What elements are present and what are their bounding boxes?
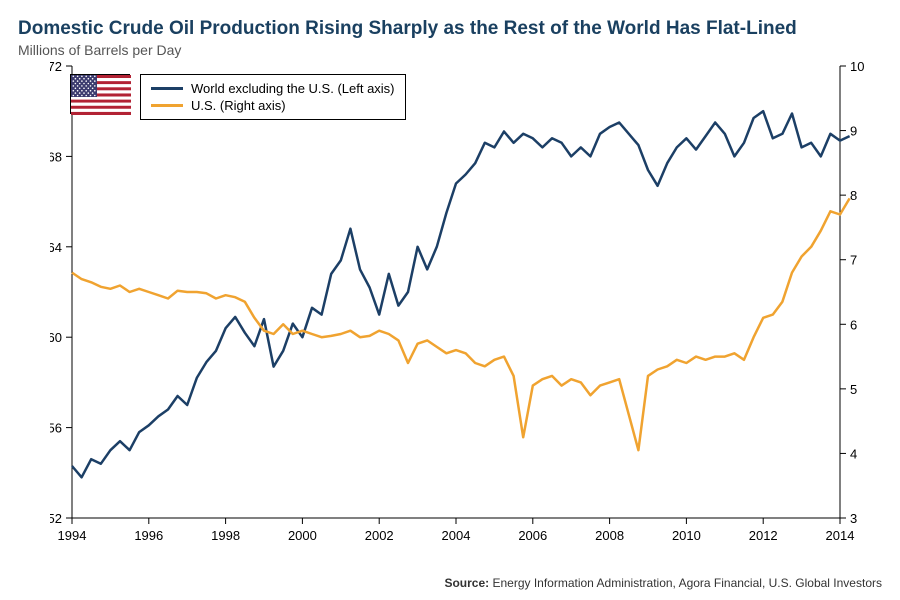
svg-text:2002: 2002: [365, 528, 394, 543]
svg-text:52: 52: [50, 511, 62, 526]
svg-text:6: 6: [850, 317, 857, 332]
svg-text:5: 5: [850, 382, 857, 397]
svg-text:1994: 1994: [58, 528, 87, 543]
chart-container: Domestic Crude Oil Production Rising Sha…: [0, 0, 900, 600]
svg-text:9: 9: [850, 124, 857, 139]
legend: World excluding the U.S. (Left axis) U.S…: [140, 74, 406, 120]
svg-text:2000: 2000: [288, 528, 317, 543]
svg-text:60: 60: [50, 330, 62, 345]
legend-item-us: U.S. (Right axis): [151, 98, 395, 113]
legend-label-world: World excluding the U.S. (Left axis): [191, 81, 395, 96]
chart-title: Domestic Crude Oil Production Rising Sha…: [18, 18, 888, 40]
svg-text:56: 56: [50, 421, 62, 436]
svg-text:64: 64: [50, 240, 62, 255]
chart-plot: 1994 1996 1998 2000 2002 2004 2006 2008 2010 2012…: [50, 60, 870, 560]
source-label: Source:: [444, 576, 489, 590]
svg-text:2010: 2010: [672, 528, 701, 543]
svg-text:72: 72: [50, 60, 62, 74]
legend-label-us: U.S. (Right axis): [191, 98, 286, 113]
svg-text:3: 3: [850, 511, 857, 526]
svg-text:1998: 1998: [211, 528, 240, 543]
legend-swatch-world: [151, 87, 183, 90]
source-attribution: Source: Energy Information Administratio…: [444, 576, 882, 590]
chart-subtitle: Millions of Barrels per Day: [18, 42, 888, 58]
source-text: Energy Information Administration, Agora…: [492, 576, 882, 590]
legend-item-world: World excluding the U.S. (Left axis): [151, 81, 395, 96]
us-flag-icon: [70, 74, 130, 114]
svg-text:2012: 2012: [749, 528, 778, 543]
svg-text:2004: 2004: [442, 528, 471, 543]
svg-text:7: 7: [850, 253, 857, 268]
svg-text:4: 4: [850, 446, 857, 461]
svg-text:10: 10: [850, 60, 864, 74]
legend-swatch-us: [151, 104, 183, 107]
svg-text:2014: 2014: [826, 528, 855, 543]
svg-text:8: 8: [850, 188, 857, 203]
svg-text:1996: 1996: [134, 528, 163, 543]
svg-text:2008: 2008: [595, 528, 624, 543]
svg-text:68: 68: [50, 149, 62, 164]
svg-text:2006: 2006: [518, 528, 547, 543]
